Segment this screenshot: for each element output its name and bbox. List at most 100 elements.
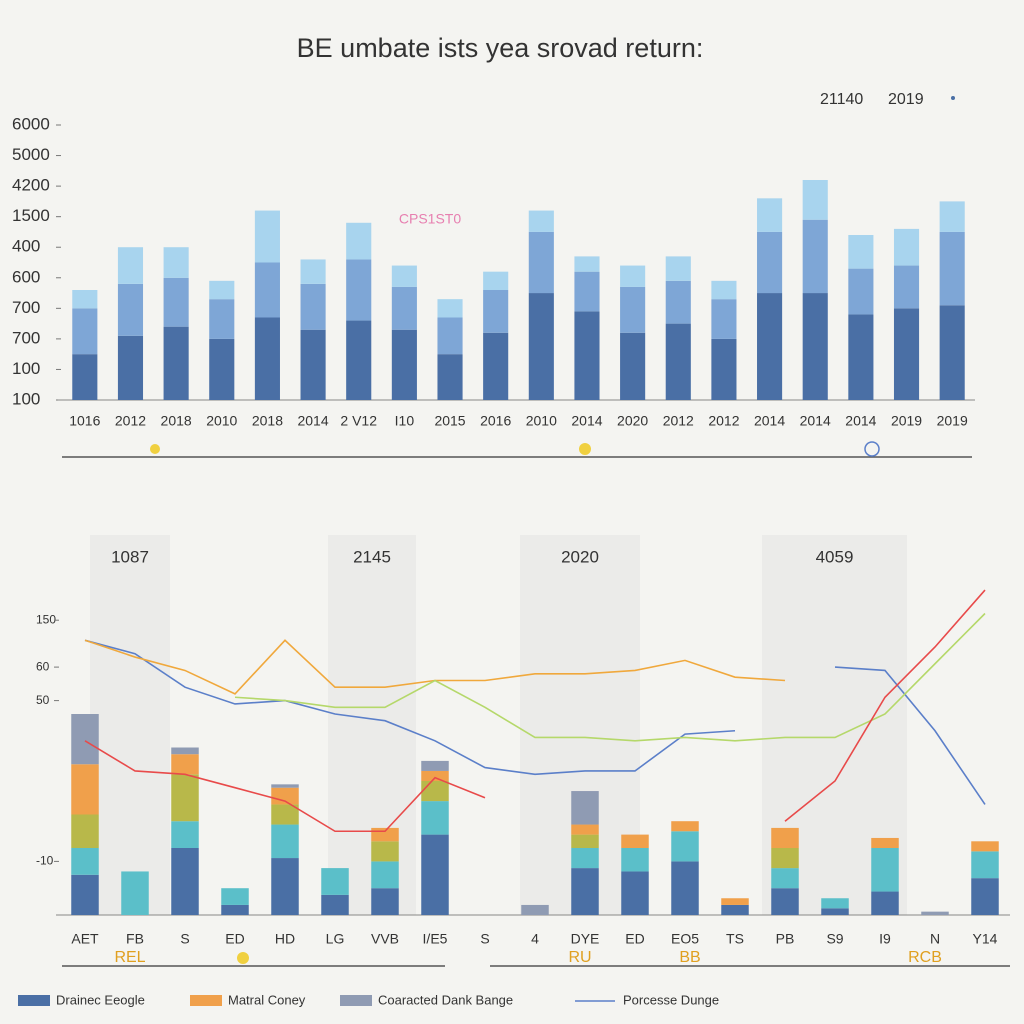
bar-segment [483,290,509,333]
x-tick-label: ED [625,931,644,947]
legend-label: Drainec Eeogle [56,992,145,1007]
bar-segment [171,821,199,848]
group-label: REL [114,949,145,966]
legend-label: 21140 [820,91,863,108]
x-tick-label: 2015 [434,413,465,429]
x-tick-label: 2012 [663,413,694,429]
x-tick-label: VVB [371,931,399,947]
bar-segment [117,335,144,400]
y-tick-label: 400 [12,237,40,256]
legend-label: Coaracted Dank Bange [378,992,513,1007]
x-tick-label: LG [326,931,345,947]
bar-segment [321,868,349,895]
x-tick-label: I/E5 [423,931,448,947]
bar-segment [117,247,144,284]
bar-segment [346,320,372,400]
bar-segment [171,848,199,915]
y-tick-label: 1500 [12,206,50,225]
x-tick-label: 2012 [708,413,739,429]
bar-segment [371,827,399,842]
bar-segment [939,231,965,306]
line-series [234,612,986,742]
bar-segment [254,210,280,263]
bar-segment [757,231,783,294]
column-label: 1087 [111,547,149,566]
x-tick-label: 2014 [800,413,831,429]
bar-segment [163,277,189,327]
bar-segment [893,228,920,266]
icon [579,443,591,455]
bar-segment [528,210,554,232]
bar-segment [271,787,299,805]
bar-segment [71,874,99,915]
bar-segment [671,831,699,862]
legend-dot [951,96,955,100]
bar-segment [254,262,280,318]
bar-segment [72,308,98,355]
x-tick-label: 2014 [845,413,876,429]
bar-segment [171,747,199,755]
legend-swatch [190,995,222,1006]
column-label: 2145 [353,547,391,566]
x-tick-label: PB [776,931,795,947]
bar-segment [421,801,449,835]
line-series [84,589,986,833]
bar-segment [121,871,149,915]
bar-segment [71,764,99,815]
y-tick-label: -10 [36,854,54,868]
bar-segment [483,271,509,290]
bar-segment [871,837,899,848]
bar-segment [300,259,326,284]
column-label: 4059 [816,547,854,566]
bar-segment [528,231,554,294]
bar-segment [771,868,799,889]
bar-segment [571,791,599,825]
bar-segment [893,308,920,400]
y-tick-label: 4200 [12,176,50,195]
icon [864,441,880,457]
bar-segment [871,891,899,915]
bar-segment [209,338,235,400]
x-tick-label: TS [726,931,744,947]
bar-segment [771,888,799,915]
icon [150,444,160,454]
x-tick-label: 2014 [571,413,602,429]
x-tick-label: 2016 [480,413,511,429]
x-tick-label: 2012 [115,413,146,429]
icon [237,952,249,964]
bar-segment [321,894,349,915]
bar-segment [171,754,199,775]
x-tick-label: 2018 [252,413,283,429]
bar-segment [72,290,98,309]
bar-segment [802,293,828,400]
x-tick-label: 2 V12 [340,413,377,429]
bar-segment [574,256,600,272]
bar-segment [757,293,783,400]
x-tick-label: S9 [826,931,843,947]
bar-segment [802,180,828,220]
x-tick-label: ED [225,931,244,947]
bar-segment [665,256,691,281]
bar-segment [437,354,463,400]
y-tick-label: 100 [12,359,40,378]
bar-segment [346,259,372,321]
bar-segment [711,338,737,400]
bar-segment [371,841,399,862]
bar-segment [391,286,417,330]
bar-segment [821,908,849,915]
bar-segment [893,265,920,309]
bar-segment [574,311,600,400]
group-label: RU [568,949,591,966]
bar-segment [421,760,449,771]
bar-segment [571,868,599,915]
bar-segment [721,898,749,905]
bar-segment [117,283,144,336]
bar-segment [71,714,99,765]
bar-segment [209,280,235,300]
x-tick-label: EO5 [671,931,699,947]
bar-segment [665,323,691,400]
column-band [90,535,170,915]
bar-segment [671,861,699,915]
bar-segment [771,827,799,848]
bar-segment [620,332,646,400]
